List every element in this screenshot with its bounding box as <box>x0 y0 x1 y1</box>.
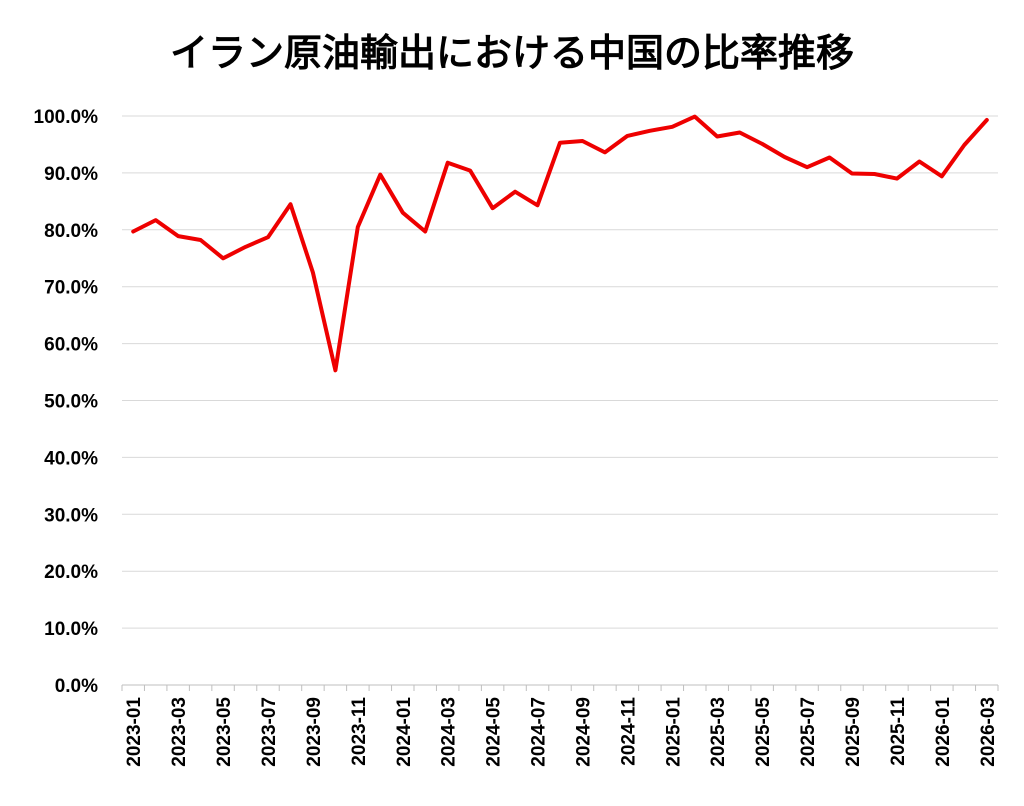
data-point <box>446 161 450 165</box>
data-point <box>311 270 315 274</box>
x-tick-label: 2025-05 <box>753 697 774 767</box>
y-tick-label: 60.0% <box>44 335 98 356</box>
x-tick-label: 2026-03 <box>978 697 999 767</box>
data-point <box>670 125 674 129</box>
x-tick-label: 2023-01 <box>124 697 145 767</box>
series-layer <box>131 114 989 373</box>
data-point <box>378 173 382 177</box>
x-tick-label: 2025-11 <box>888 697 909 766</box>
y-tick-label: 90.0% <box>44 164 98 185</box>
x-tick-label: 2025-07 <box>798 697 819 767</box>
data-point <box>917 160 921 164</box>
data-point <box>962 143 966 147</box>
x-tick-label: 2024-09 <box>573 697 594 767</box>
data-point <box>580 139 584 143</box>
data-point <box>356 225 360 229</box>
data-point <box>176 234 180 238</box>
x-tick-label: 2025-01 <box>663 697 684 767</box>
y-tick-label: 70.0% <box>44 278 98 299</box>
y-tick-label: 20.0% <box>44 562 98 583</box>
x-tick-label: 2023-03 <box>169 697 190 767</box>
data-point <box>603 150 607 154</box>
x-tick-label: 2024-03 <box>439 697 460 767</box>
x-tick-labels: 2023-01 2023-03 2023-05 2023-07 2023-09 2023-… <box>124 697 999 767</box>
data-point <box>783 155 787 159</box>
data-point <box>895 177 899 181</box>
data-point <box>940 174 944 178</box>
data-point <box>491 206 495 210</box>
x-tick-label: 2023-11 <box>349 697 370 766</box>
y-tick-label: 0.0% <box>55 676 98 697</box>
x-tick-label: 2023-05 <box>214 697 235 767</box>
x-tick-label: 2025-03 <box>708 697 729 767</box>
data-point <box>558 141 562 145</box>
data-point <box>648 129 652 133</box>
x-tick-label: 2024-01 <box>394 697 415 767</box>
axes <box>121 684 999 691</box>
y-tick-label: 50.0% <box>44 392 98 413</box>
x-tick-label: 2023-09 <box>304 697 325 767</box>
data-point <box>850 171 854 175</box>
y-tick-label: 100.0% <box>34 107 99 128</box>
data-point <box>154 218 158 222</box>
data-point <box>288 202 292 206</box>
data-point <box>828 156 832 160</box>
x-tick-label: 2024-07 <box>529 697 550 767</box>
data-point <box>401 211 405 215</box>
x-tick-label: 2026-01 <box>933 697 954 767</box>
data-point <box>266 235 270 239</box>
y-tick-label: 80.0% <box>44 221 98 242</box>
x-tick-label: 2025-09 <box>843 697 864 767</box>
data-point <box>805 165 809 169</box>
data-point <box>693 115 697 119</box>
y-tick-label: 10.0% <box>44 619 98 640</box>
data-point <box>536 203 540 207</box>
data-point <box>131 230 135 234</box>
y-tick-labels: 0.0% 10.0% 20.0% 30.0% 40.0% 50.0% 60.0% 70.0% 8… <box>34 107 99 697</box>
data-point <box>738 131 742 135</box>
data-point <box>715 134 719 138</box>
data-point <box>199 238 203 242</box>
x-tick-label: 2024-05 <box>484 697 505 767</box>
data-point <box>468 169 472 173</box>
data-point <box>423 230 427 234</box>
data-point <box>513 190 517 194</box>
data-point <box>625 134 629 138</box>
series-line <box>131 114 989 373</box>
data-point <box>221 256 225 260</box>
data-point <box>333 368 337 372</box>
gridlines <box>122 115 998 629</box>
x-tick-label: 2024-11 <box>618 697 639 766</box>
data-point <box>985 118 989 122</box>
data-point <box>760 142 764 146</box>
data-point <box>244 245 248 249</box>
x-tick-label: 2023-07 <box>259 697 280 767</box>
data-point <box>872 172 876 176</box>
y-tick-label: 30.0% <box>44 505 98 526</box>
chart-title: イラン原油輸出における中国の比率推移 <box>169 31 854 75</box>
y-tick-label: 40.0% <box>44 448 98 469</box>
